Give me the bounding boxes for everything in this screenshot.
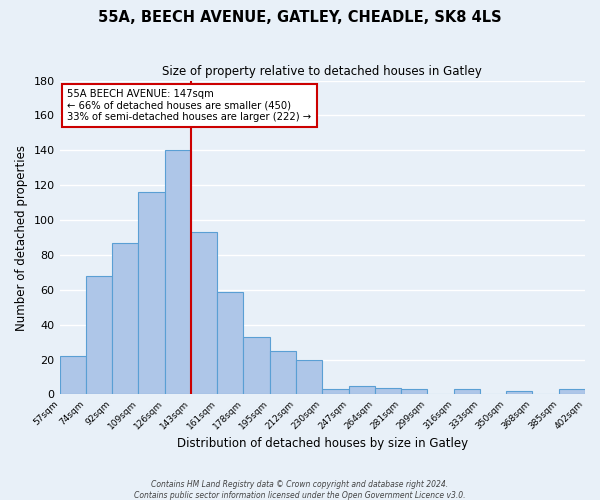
Bar	[375, 388, 401, 394]
Bar	[506, 391, 532, 394]
Bar	[349, 386, 375, 394]
Bar	[244, 337, 270, 394]
Bar	[139, 192, 164, 394]
Bar	[270, 351, 296, 395]
Bar	[164, 150, 191, 394]
Bar	[454, 390, 480, 394]
Bar	[322, 390, 349, 394]
Bar	[191, 232, 217, 394]
Bar	[112, 243, 139, 394]
Text: Contains HM Land Registry data © Crown copyright and database right 2024.
Contai: Contains HM Land Registry data © Crown c…	[134, 480, 466, 500]
Bar	[86, 276, 112, 394]
Bar	[217, 292, 244, 395]
Text: 55A, BEECH AVENUE, GATLEY, CHEADLE, SK8 4LS: 55A, BEECH AVENUE, GATLEY, CHEADLE, SK8 …	[98, 10, 502, 25]
Title: Size of property relative to detached houses in Gatley: Size of property relative to detached ho…	[163, 65, 482, 78]
Bar	[401, 390, 427, 394]
X-axis label: Distribution of detached houses by size in Gatley: Distribution of detached houses by size …	[177, 437, 468, 450]
Y-axis label: Number of detached properties: Number of detached properties	[15, 144, 28, 330]
Bar	[296, 360, 322, 394]
Bar	[559, 390, 585, 394]
Bar	[59, 356, 86, 395]
Text: 55A BEECH AVENUE: 147sqm
← 66% of detached houses are smaller (450)
33% of semi-: 55A BEECH AVENUE: 147sqm ← 66% of detach…	[67, 90, 311, 122]
